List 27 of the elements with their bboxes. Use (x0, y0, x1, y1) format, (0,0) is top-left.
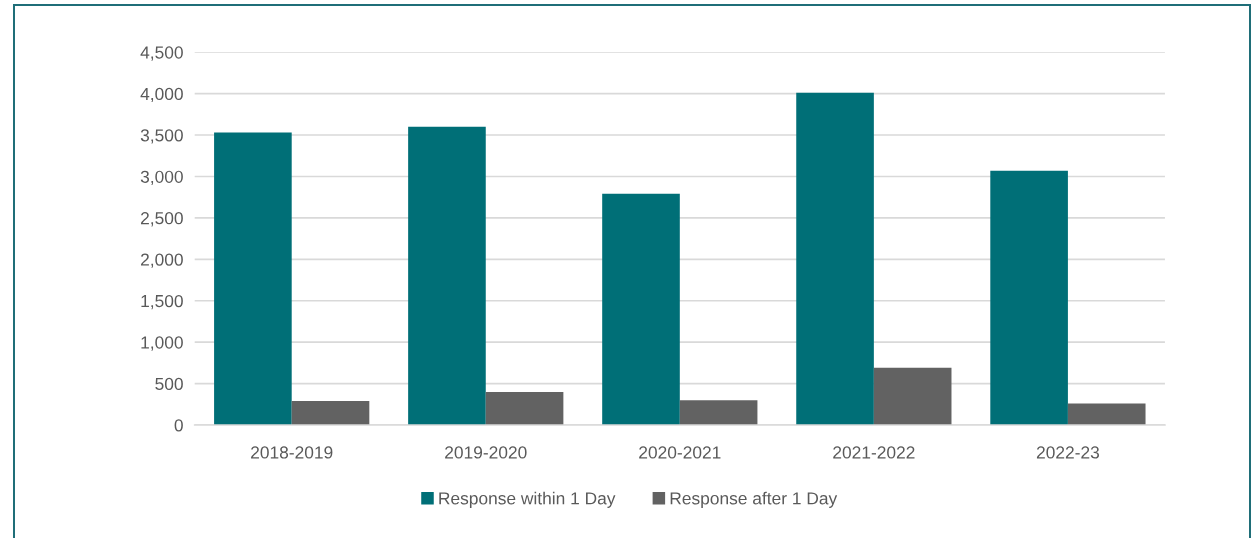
y-tick-label: 3,500 (140, 129, 183, 144)
y-tick-label: 1,000 (141, 336, 183, 351)
x-tick-label: 2022-23 (1036, 446, 1100, 459)
bar (873, 367, 952, 426)
bar (214, 132, 292, 426)
bar (291, 400, 370, 426)
y-tick-label: 2,000 (141, 253, 183, 268)
bar (990, 170, 1068, 426)
y-tick-label: 4,500 (140, 46, 183, 61)
bar (408, 126, 486, 426)
bar (679, 400, 758, 426)
bar (796, 92, 874, 426)
y-tick-label: 1,500 (141, 294, 183, 310)
y-tick-label: 2,500 (141, 212, 183, 227)
bar (602, 193, 680, 426)
y-tick-label: 0 (174, 419, 183, 432)
x-tick-label: 2018-2019 (251, 446, 333, 459)
legend-label: Response after 1 Day (670, 491, 838, 508)
y-tick-label: 3,000 (140, 170, 183, 185)
x-tick-label: 2021-2022 (833, 446, 915, 459)
legend-label: Response within 1 Day (439, 491, 616, 508)
x-tick-label: 2020-2021 (639, 446, 721, 459)
bar (485, 391, 564, 426)
x-tick-label: 2019-2020 (445, 446, 527, 459)
y-tick-label: 500 (155, 377, 183, 391)
bar (1067, 403, 1146, 426)
y-tick-label: 4,000 (140, 87, 183, 103)
